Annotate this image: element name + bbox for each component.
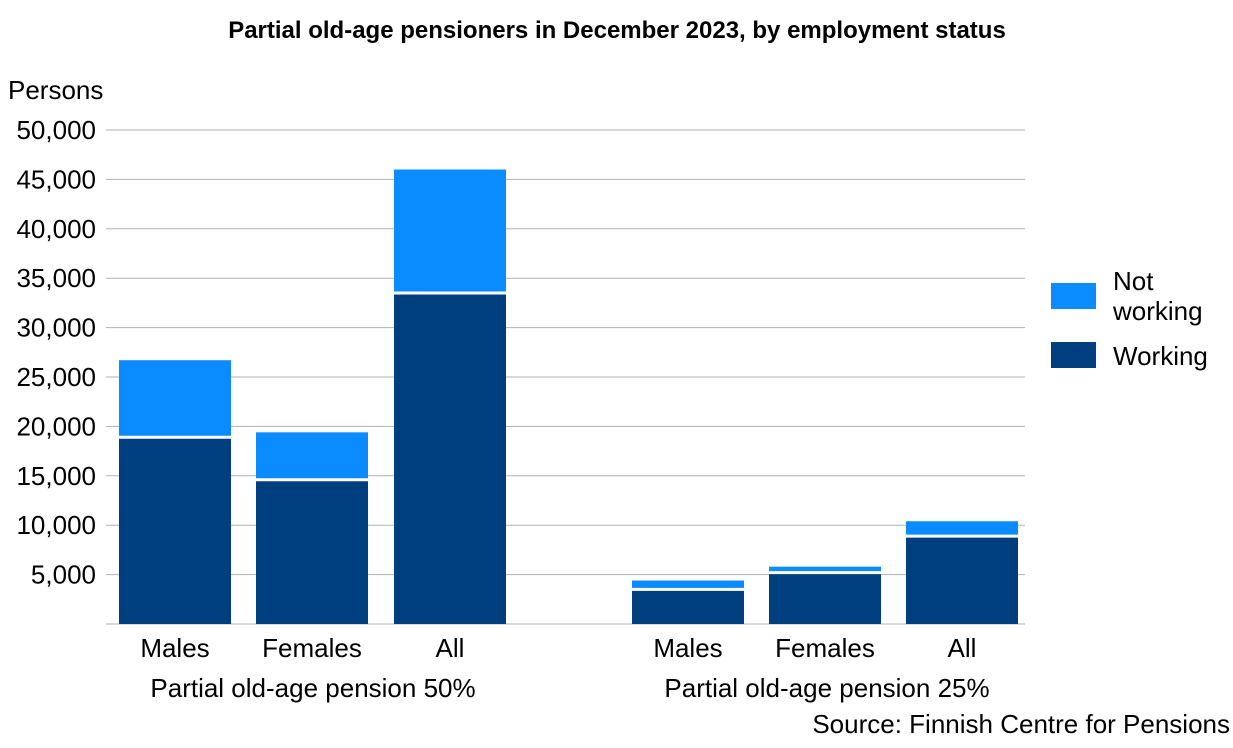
- grid-lines: [106, 129, 1025, 625]
- bar-working: [632, 589, 744, 624]
- legend-label-not-working-line1: Not: [1113, 266, 1154, 296]
- y-tick-label: 50,000: [16, 115, 96, 145]
- legend-label-not-working-line2: working: [1112, 296, 1203, 326]
- bar-working: [394, 293, 506, 624]
- y-tick-label: 40,000: [16, 214, 96, 244]
- bar-working: [906, 536, 1018, 624]
- y-tick-label: 45,000: [16, 164, 96, 194]
- bar-not-working: [119, 360, 231, 438]
- chart-title: Partial old-age pensioners in December 2…: [228, 17, 1006, 44]
- x-tick-labels: Males Females All Partial old-age pension 5…: [140, 633, 989, 703]
- group-label: Partial old-age pension 50%: [150, 673, 475, 703]
- y-tick-label: 30,000: [16, 313, 96, 343]
- bar-not-working: [632, 580, 744, 590]
- bar-not-working: [256, 432, 368, 480]
- x-tick-label: Males: [140, 633, 209, 663]
- legend: Not working Working: [1051, 266, 1208, 371]
- source-note: Source: Finnish Centre for Pensions: [812, 709, 1230, 739]
- legend-label-working: Working: [1113, 341, 1208, 371]
- y-tick-label: 15,000: [16, 461, 96, 491]
- bar-working: [256, 479, 368, 624]
- legend-swatch-not-working: [1051, 283, 1096, 309]
- x-tick-label: Males: [653, 633, 722, 663]
- bar-not-working: [394, 169, 506, 294]
- y-tick-labels: 5,000 10,000 15,000 20,000 25,000 30,000 35,00…: [16, 115, 96, 590]
- legend-swatch-working: [1051, 342, 1096, 368]
- x-tick-label: Females: [262, 633, 362, 663]
- y-tick-label: 10,000: [16, 510, 96, 540]
- bar-working: [769, 572, 881, 624]
- y-tick-label: 20,000: [16, 411, 96, 441]
- bar-working: [119, 437, 231, 624]
- bar-not-working: [906, 521, 1018, 537]
- bar-not-working: [769, 566, 881, 573]
- x-tick-label: All: [948, 633, 977, 663]
- y-tick-label: 25,000: [16, 362, 96, 392]
- y-axis-label: Persons: [8, 75, 103, 105]
- group-label: Partial old-age pension 25%: [664, 673, 989, 703]
- x-tick-label: All: [436, 633, 465, 663]
- y-tick-label: 5,000: [31, 560, 96, 590]
- y-tick-label: 35,000: [16, 263, 96, 293]
- x-tick-label: Females: [775, 633, 875, 663]
- bars: [119, 169, 1018, 624]
